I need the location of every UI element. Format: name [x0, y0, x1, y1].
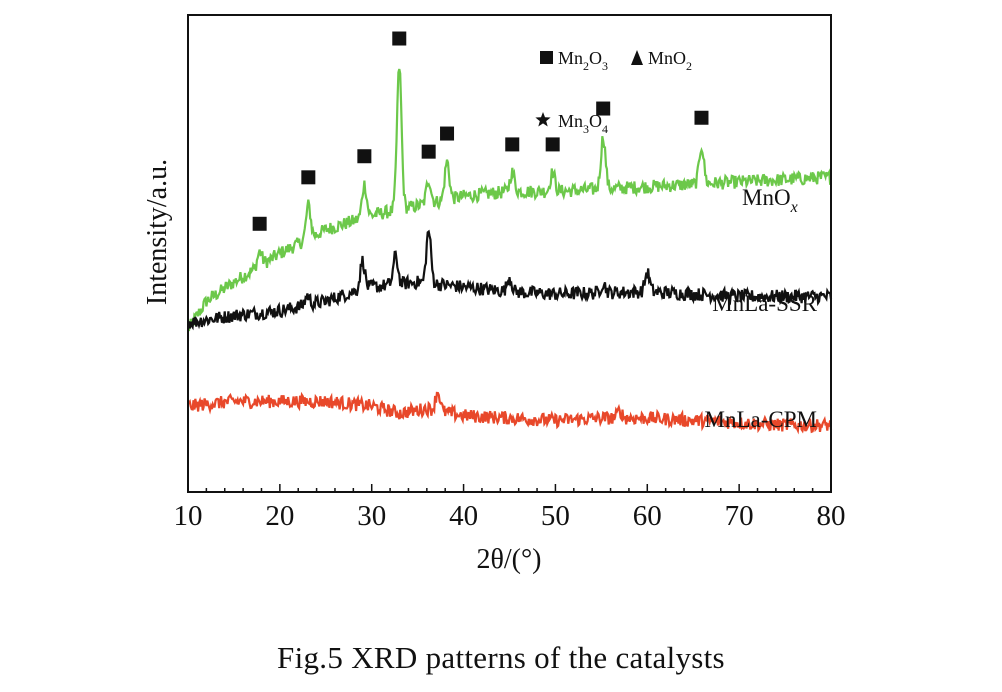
x-tick-label: 40 [449, 500, 478, 532]
marker-mn2o3 [596, 101, 611, 116]
legend-label: Mn3O4 [558, 111, 608, 136]
x-axis-label: 2θ/(°) [476, 544, 541, 575]
series-line-mnla-ssr [187, 229, 833, 331]
marker-mn2o3 [545, 137, 560, 152]
x-tick-label: 30 [357, 500, 386, 532]
series-line-mnox [186, 68, 832, 332]
marker-mn2o3 [252, 216, 267, 231]
marker-mn2o3 [694, 110, 709, 125]
marker-mn2o3 [505, 137, 520, 152]
series-curves [186, 68, 833, 435]
x-tick-label: 20 [265, 500, 294, 532]
marker-mn2o3 [357, 149, 372, 164]
x-axis-tick-labels: 10 20 30 40 50 60 70 80 [174, 500, 846, 532]
legend-label: MnO2 [648, 48, 692, 73]
phase-markers [252, 31, 709, 231]
plot-frame [187, 14, 832, 493]
legend-label: Mn2O3 [558, 48, 608, 73]
marker-mn2o3 [392, 31, 407, 46]
series-line-mnla-cpm [187, 391, 833, 435]
x-tick-label: 80 [817, 500, 846, 532]
series-label-mnla-ssr: MnLa-SSR [712, 291, 817, 316]
legend-square-icon [540, 51, 553, 64]
legend-star-icon [535, 112, 551, 127]
series-label-mnox: MnOx [742, 185, 798, 216]
marker-mn2o3 [421, 144, 436, 159]
legend-triangle-icon [631, 50, 643, 65]
x-axis-ticks [187, 484, 832, 492]
x-tick-label: 10 [174, 500, 203, 532]
x-tick-label: 60 [633, 500, 662, 532]
x-tick-label: 50 [541, 500, 570, 532]
series-labels: MnOx MnLa-SSR MnLa-CPM [705, 185, 818, 432]
x-tick-label: 70 [725, 500, 754, 532]
marker-mn2o3 [440, 126, 455, 141]
marker-mn2o3 [301, 170, 316, 185]
y-axis-label: Intensity/a.u. [142, 158, 173, 306]
legend: Mn2O3 MnO2 Mn3O4 [535, 48, 692, 136]
series-label-mnla-cpm: MnLa-CPM [705, 407, 817, 432]
figure-caption: Fig.5 XRD patterns of the catalysts [277, 640, 725, 675]
